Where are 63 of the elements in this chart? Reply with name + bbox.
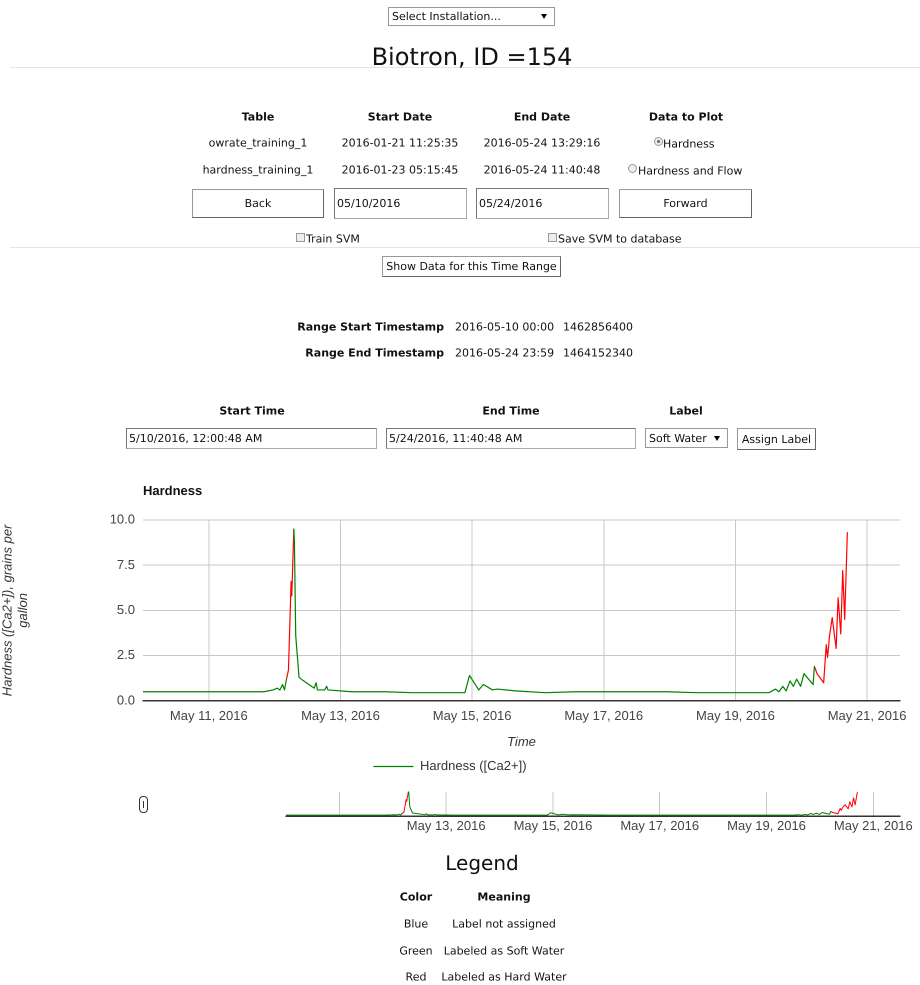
y-axis-title: Hardness ([Ca2+]), grains per gallon bbox=[0, 524, 30, 696]
text: Biotron, ID =154 bbox=[372, 43, 572, 71]
text: owrate_training_1 bbox=[208, 136, 308, 150]
y-tick-label: 10.0 bbox=[110, 512, 135, 527]
x-tick-label: May 11, 2016 bbox=[170, 708, 248, 724]
text: Label bbox=[669, 404, 703, 418]
text: Legend bbox=[445, 851, 519, 875]
dropdown: Soft Water bbox=[645, 428, 728, 448]
text-field: 5/24/2016, 11:40:48 AM bbox=[386, 428, 636, 449]
x-tick-label: May 19, 2016 bbox=[696, 708, 775, 724]
text: 2016-05-24 13:29:16 bbox=[484, 136, 600, 150]
text: Range Start Timestamp bbox=[297, 320, 444, 334]
y-tick-label: 2.5 bbox=[116, 647, 135, 662]
text: Red bbox=[406, 970, 426, 984]
dropdown: Select Installation... bbox=[388, 7, 555, 26]
text: Labeled as Hard Water bbox=[441, 970, 567, 984]
text: Train SVM bbox=[306, 232, 360, 246]
text: Label not assigned bbox=[452, 918, 556, 930]
text: 2016-05-24 23:59 bbox=[455, 346, 554, 360]
text: 1464152340 bbox=[563, 346, 633, 360]
text: Meaning bbox=[477, 890, 531, 904]
text: Blue bbox=[404, 918, 428, 930]
text-field: 5/10/2016, 12:00:48 AM bbox=[126, 428, 377, 449]
text: 2016-01-23 05:15:45 bbox=[342, 164, 458, 176]
x-tick-label: May 15, 2016 bbox=[514, 818, 592, 833]
text-field: 05/24/2016 bbox=[476, 188, 609, 219]
text: Save SVM to database bbox=[558, 232, 682, 246]
y-tick-label: 7.5 bbox=[116, 556, 135, 572]
y-tick-label: 5.0 bbox=[116, 602, 135, 617]
x-tick-label: May 19, 2016 bbox=[727, 818, 806, 833]
text: Data to Plot bbox=[648, 110, 724, 124]
x-tick-label: May 13, 2016 bbox=[406, 818, 486, 833]
text: End Time bbox=[482, 404, 540, 418]
x-tick-label: May 17, 2016 bbox=[564, 708, 644, 724]
text: Labeled as Soft Water bbox=[444, 944, 564, 958]
x-axis-title: Time bbox=[507, 734, 536, 749]
x-tick-label: May 21, 2016 bbox=[828, 708, 906, 724]
chart-title: Hardness bbox=[143, 483, 202, 498]
button: Show Data for this Time Range bbox=[382, 256, 561, 277]
text: Color bbox=[400, 890, 432, 904]
text: Start Time bbox=[219, 404, 285, 418]
text: Start Date bbox=[368, 110, 432, 124]
text: End Date bbox=[514, 110, 570, 124]
text: Hardness and Flow bbox=[638, 164, 742, 178]
text: Range End Timestamp bbox=[305, 346, 444, 360]
text: Green bbox=[399, 944, 433, 958]
text: 2016-05-24 11:40:48 bbox=[484, 164, 600, 176]
text: 2016-05-10 00:00 bbox=[455, 320, 554, 334]
y-tick-label: 0.0 bbox=[116, 692, 135, 708]
text: 2016-01-21 11:25:35 bbox=[342, 136, 458, 150]
button: Forward bbox=[619, 189, 752, 218]
text: hardness_training_1 bbox=[202, 164, 314, 176]
legend-label: Hardness ([Ca2+]) bbox=[420, 758, 527, 774]
text-field: 05/10/2016 bbox=[334, 188, 467, 219]
button: Assign Label bbox=[737, 428, 816, 450]
button: Back bbox=[192, 189, 324, 218]
x-tick-label: May 13, 2016 bbox=[301, 708, 380, 724]
text: Table bbox=[242, 110, 274, 124]
x-tick-label: May 17, 2016 bbox=[620, 818, 700, 833]
text: Hardness bbox=[663, 138, 715, 150]
text: 1462856400 bbox=[563, 320, 633, 334]
x-tick-label: May 21, 2016 bbox=[834, 818, 913, 833]
x-tick-label: May 15, 2016 bbox=[432, 708, 512, 724]
